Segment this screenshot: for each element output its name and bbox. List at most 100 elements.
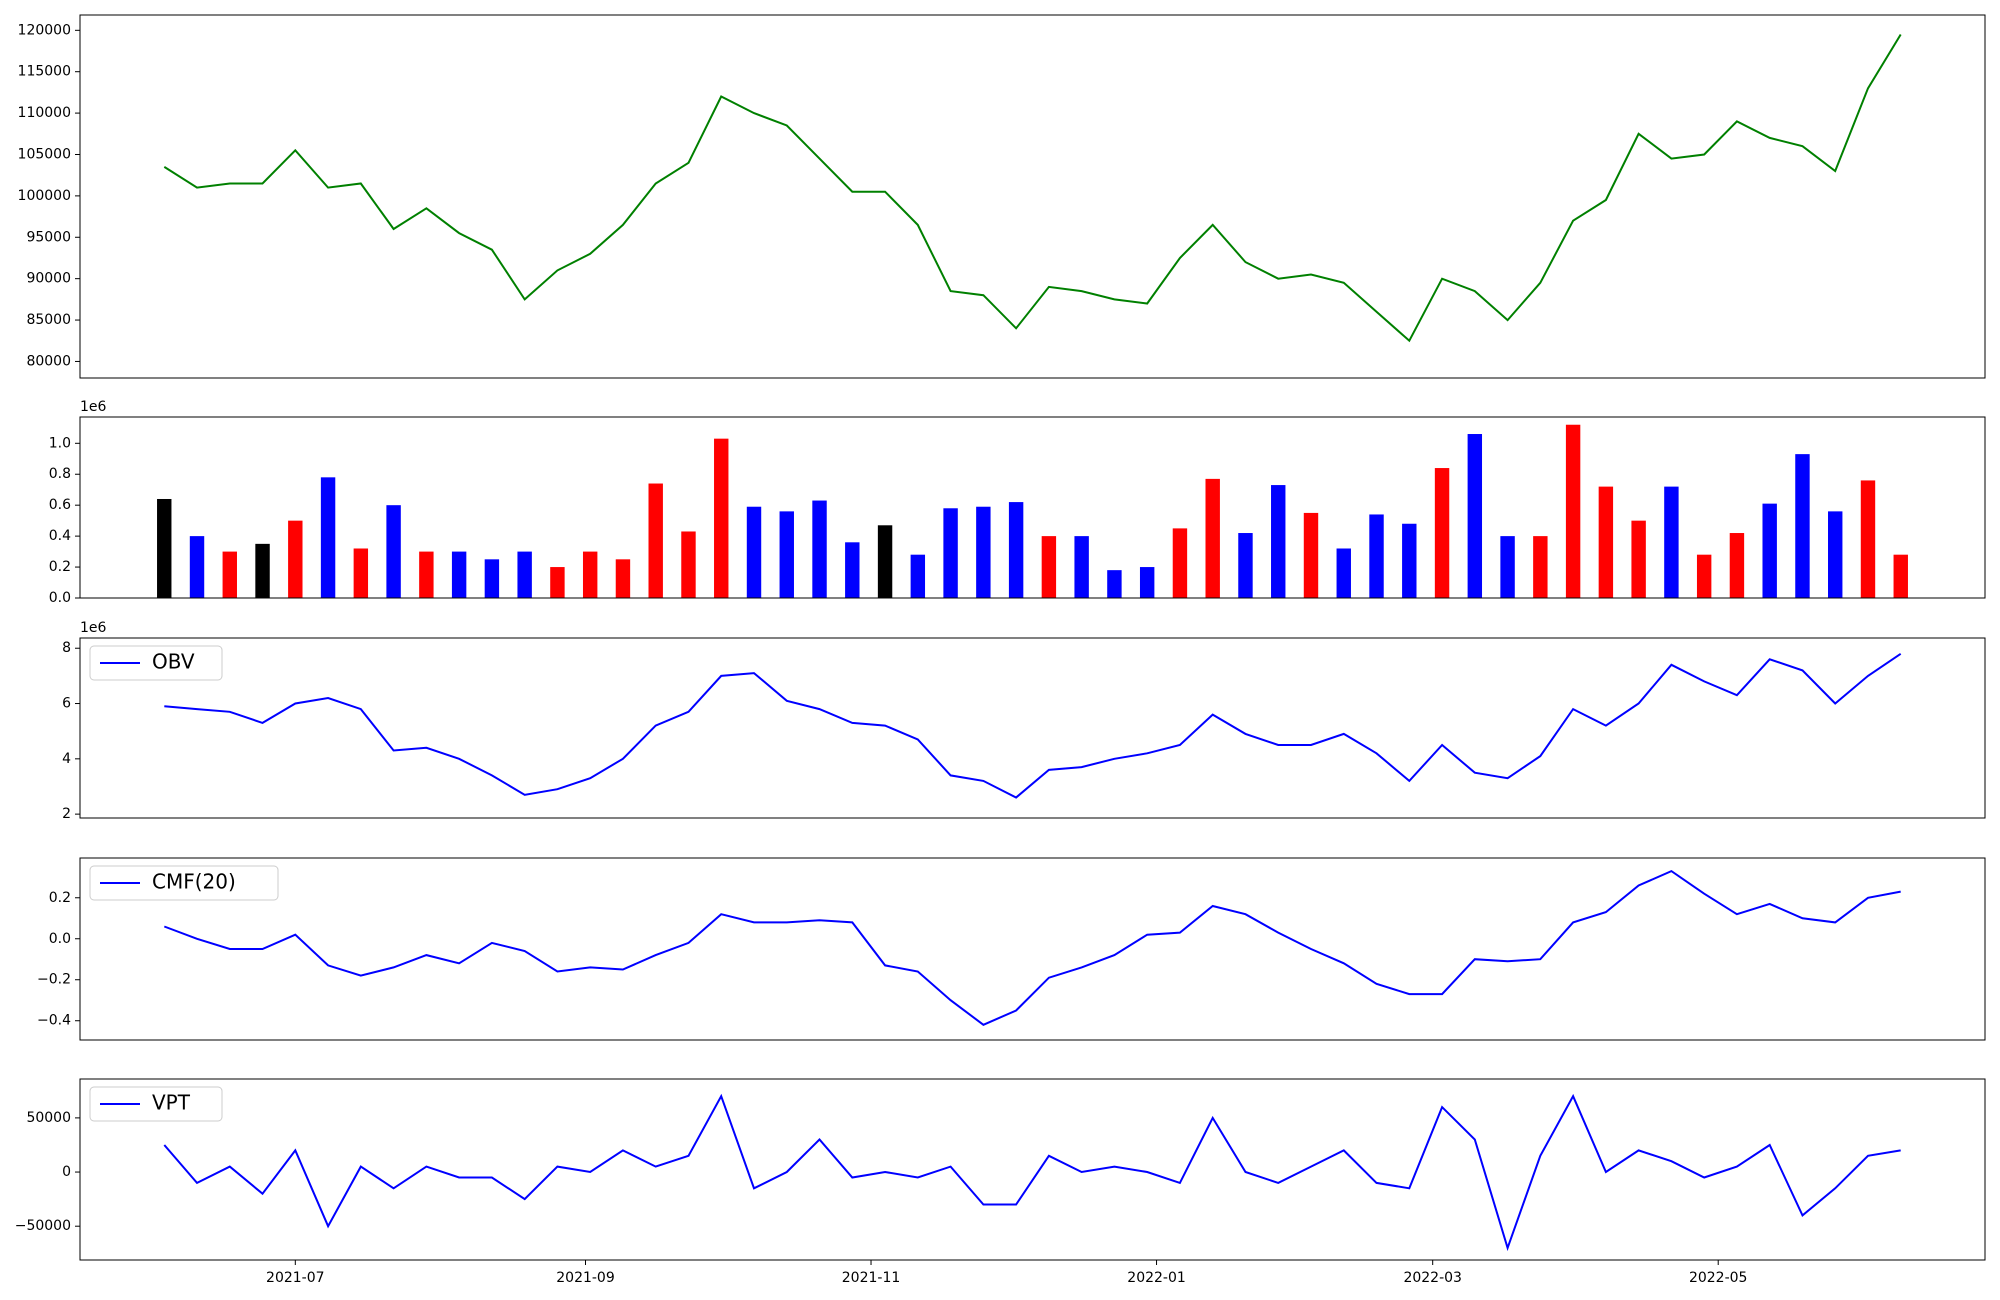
- y-tick-label: −0.4: [37, 1013, 71, 1029]
- bar: [1008, 502, 1024, 598]
- bar: [1467, 434, 1483, 598]
- line: [164, 652, 1902, 799]
- bar: [386, 505, 401, 598]
- bar: [877, 525, 893, 598]
- y-tick-label: 1.0: [49, 435, 71, 451]
- bar: [746, 506, 762, 598]
- y-tick-label: 0.0: [49, 931, 71, 947]
- legend-box: [89, 1086, 223, 1122]
- y-tick-label: 100000: [18, 188, 71, 204]
- bar: [615, 559, 631, 598]
- bar: [1729, 533, 1745, 598]
- bar: [1271, 485, 1286, 598]
- line: [163, 33, 1902, 343]
- y-tick-label: 85000: [26, 312, 71, 328]
- y-tick-label: 0.6: [49, 497, 71, 513]
- axes-frame: [79, 857, 1986, 1041]
- y-tick-label: 0.8: [49, 466, 71, 482]
- y-tick-label: 105000: [18, 146, 71, 162]
- bar: [1795, 454, 1810, 598]
- axis-offset: 1e6: [80, 399, 107, 415]
- bar: [845, 542, 860, 598]
- bar: [1598, 486, 1614, 598]
- bar: [648, 483, 663, 598]
- axes-frame: [79, 14, 1986, 379]
- bar: [1696, 554, 1712, 598]
- bar: [1336, 548, 1351, 598]
- bar: [812, 500, 827, 598]
- legend-box: [89, 645, 223, 681]
- y-tick-label: 50000: [26, 1110, 71, 1126]
- bar: [451, 551, 467, 598]
- y-tick-label: 0.4: [49, 528, 71, 544]
- bar: [1074, 536, 1089, 598]
- bar: [1402, 523, 1417, 598]
- bar: [419, 551, 434, 598]
- y-tick-label: 95000: [26, 229, 71, 245]
- legend-label: OBV: [152, 650, 195, 674]
- axis-offset: 1e6: [80, 620, 107, 636]
- y-tick-label: −0.2: [37, 972, 71, 988]
- y-tick-label: 80000: [26, 353, 71, 369]
- x-tick-label: 2022-05: [1689, 1270, 1748, 1286]
- bar: [1664, 486, 1679, 598]
- bar: [1893, 554, 1908, 598]
- bar: [320, 477, 336, 598]
- bar: [910, 554, 926, 598]
- y-tick-label: 0: [62, 1164, 71, 1180]
- axes-frame: [79, 1078, 1986, 1261]
- bar: [517, 551, 532, 598]
- bar: [353, 548, 369, 598]
- bar: [1828, 511, 1843, 598]
- bar: [484, 559, 500, 598]
- bar: [1533, 536, 1548, 598]
- y-tick-label: −50000: [15, 1218, 71, 1234]
- y-tick-label: 8: [62, 640, 71, 656]
- bar: [1303, 512, 1319, 598]
- bar: [1762, 503, 1777, 598]
- y-tick-label: 110000: [18, 105, 71, 121]
- bar: [1434, 468, 1450, 598]
- y-tick-label: 2: [62, 806, 71, 822]
- y-tick-label: 6: [62, 696, 71, 712]
- bar: [1860, 480, 1876, 598]
- bar: [1172, 528, 1188, 598]
- legend-label: CMF(20): [152, 870, 236, 894]
- bar: [1631, 520, 1646, 598]
- x-tick-label: 2021-11: [842, 1270, 901, 1286]
- bar: [1565, 424, 1581, 598]
- bar: [288, 520, 303, 598]
- y-tick-label: 115000: [18, 64, 71, 80]
- line: [163, 1093, 1901, 1252]
- line: [163, 869, 1901, 1026]
- y-tick-label: 90000: [26, 271, 71, 287]
- y-tick-label: 120000: [18, 22, 71, 38]
- bar: [1500, 536, 1515, 598]
- y-tick-label: 0.2: [49, 559, 71, 575]
- x-tick-label: 2021-09: [556, 1270, 615, 1286]
- legend-label: VPT: [152, 1091, 191, 1115]
- y-tick-label: 0.2: [49, 890, 71, 906]
- bar: [1041, 536, 1057, 598]
- bar: [714, 438, 729, 598]
- axes-frame: [79, 637, 1986, 819]
- bar: [1107, 570, 1122, 598]
- bar: [255, 543, 270, 598]
- bar: [222, 551, 237, 598]
- y-tick-label: 0.0: [49, 590, 71, 606]
- bar: [189, 536, 205, 598]
- bar: [157, 498, 172, 598]
- x-tick-label: 2022-03: [1403, 1270, 1462, 1286]
- bar: [681, 531, 696, 598]
- bar: [1139, 567, 1155, 598]
- bar: [1369, 514, 1384, 598]
- bar: [1238, 533, 1253, 598]
- x-tick-label: 2021-07: [266, 1270, 325, 1286]
- axes-frame: [79, 416, 1986, 599]
- legend-box: [89, 865, 279, 901]
- bar: [943, 508, 958, 598]
- bar: [582, 551, 598, 598]
- bar: [976, 506, 991, 598]
- bar: [1205, 478, 1220, 598]
- x-tick-label: 2022-01: [1127, 1270, 1186, 1286]
